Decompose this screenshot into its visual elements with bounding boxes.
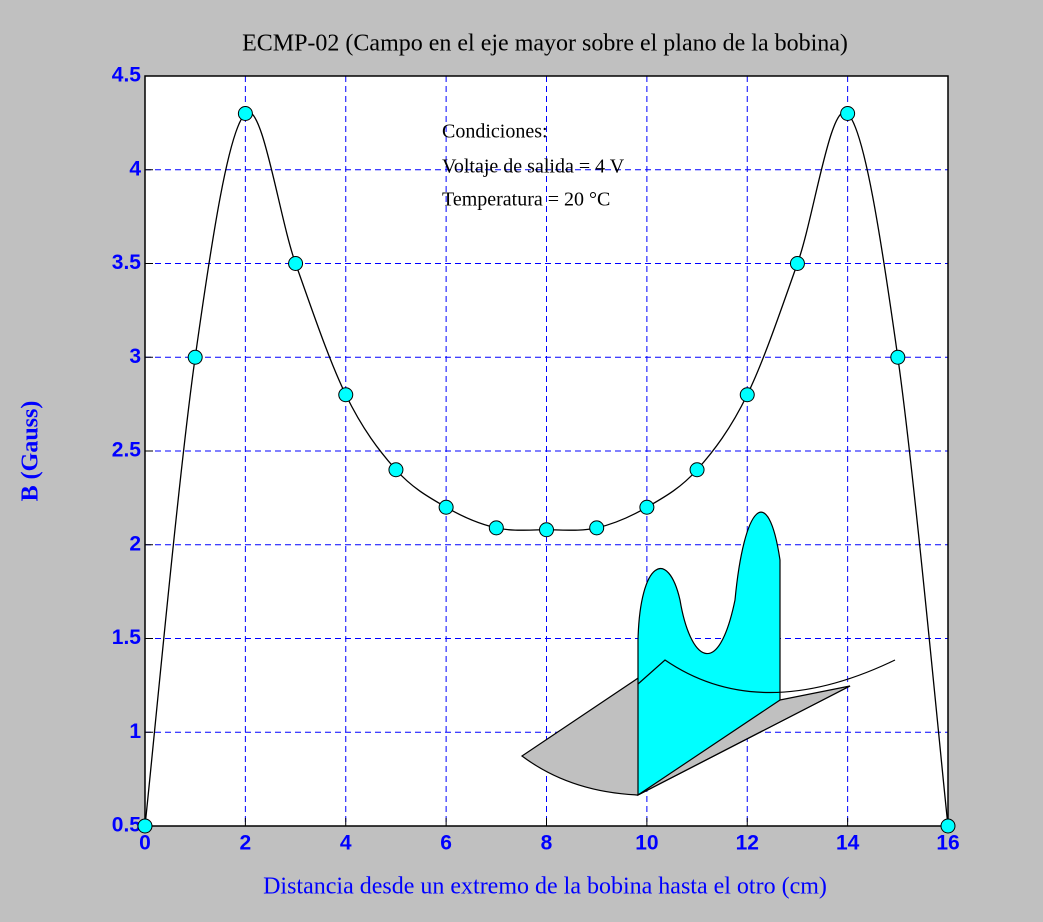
y-tick-label: 3.5 — [112, 251, 142, 274]
data-point — [739, 387, 755, 403]
inset-illustration — [520, 511, 896, 797]
annotation: Condiciones: — [442, 121, 548, 143]
y-tick-label: 4 — [129, 157, 141, 180]
annotation: Voltaje de salida = 4 V — [442, 156, 625, 178]
data-point — [689, 462, 705, 478]
annotation: Temperatura = 20 °C — [442, 189, 610, 211]
data-point — [789, 256, 805, 271]
y-tick-label: 0.5 — [112, 814, 142, 837]
x-tick-label: 10 — [635, 832, 658, 855]
x-axis-label: Distancia desde un extremo de la bobina … — [263, 874, 827, 900]
y-tick-label: 1 — [129, 720, 141, 743]
data-point — [840, 106, 856, 121]
data-point — [488, 520, 504, 536]
inset-edge — [637, 659, 896, 694]
y-tick-label: 1.5 — [112, 626, 142, 649]
data-point — [237, 106, 253, 121]
x-tick-label: 4 — [340, 832, 352, 855]
data-point — [890, 349, 906, 365]
x-tick-label: 6 — [440, 832, 452, 855]
y-tick-label: 2.5 — [112, 439, 142, 462]
data-point — [187, 349, 203, 365]
chart-title: ECMP-02 (Campo en el eje mayor sobre el … — [242, 31, 848, 57]
y-tick-label: 3 — [129, 345, 141, 368]
inset-axis — [637, 685, 851, 796]
data-point — [539, 522, 554, 538]
x-tick-label: 16 — [936, 832, 959, 855]
y-tick-label: 4.5 — [112, 64, 142, 87]
inset-field-profile — [637, 511, 781, 797]
data-point — [288, 256, 304, 271]
x-tick-label: 8 — [541, 832, 553, 855]
x-tick-label: 14 — [836, 832, 860, 855]
data-point — [940, 818, 956, 834]
data-point — [137, 818, 153, 834]
x-tick-label: 12 — [736, 832, 759, 855]
data-point — [338, 387, 354, 403]
data-point — [388, 462, 404, 478]
x-tick-label: 2 — [240, 832, 252, 855]
data-point — [639, 499, 655, 515]
y-axis-label: B (Gauss) — [18, 401, 44, 502]
x-tick-label: 0 — [139, 832, 151, 855]
data-point — [589, 520, 605, 536]
y-tick-label: 2 — [129, 532, 141, 555]
data-point — [438, 499, 454, 515]
